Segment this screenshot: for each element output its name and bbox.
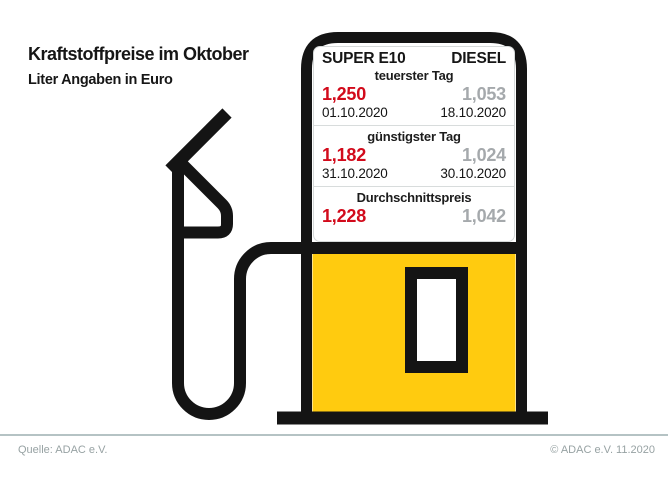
super-e10-date: 01.10.2020: [322, 105, 388, 120]
section-label: teuerster Tag: [374, 68, 454, 83]
date-row: 01.10.2020 18.10.2020: [322, 105, 506, 121]
pump-outline: [301, 32, 527, 418]
page-title: Kraftstoffpreise im Oktober: [28, 44, 249, 64]
display-section-divider: [314, 186, 514, 187]
super-e10-price: 1,250: [322, 84, 367, 104]
diesel-date: 18.10.2020: [440, 105, 506, 120]
pump-window: [405, 267, 468, 373]
copyright-credit: © ADAC e.V. 11.2020: [550, 444, 655, 456]
diesel-date: 30.10.2020: [440, 166, 506, 181]
display-section-divider: [314, 125, 514, 126]
pump-hose: [172, 161, 521, 420]
price-row: 1,228 1,042: [322, 206, 506, 226]
pump-base: [277, 411, 548, 425]
display-column-headers: SUPER E10 DIESEL: [322, 50, 506, 68]
display-section-cheapest-day: günstigster Tag 1,182 1,024 31.10.2020 3…: [322, 129, 506, 182]
super-e10-price: 1,228: [322, 206, 367, 226]
footer-divider: [0, 434, 668, 436]
pump-display-panel: SUPER E10 DIESEL teuerster Tag 1,250 1,0…: [313, 46, 515, 242]
section-label: günstigster Tag: [367, 129, 461, 144]
price-row: 1,182 1,024: [322, 145, 506, 165]
price-row: 1,250 1,053: [322, 84, 506, 104]
source-credit: Quelle: ADAC e.V.: [18, 444, 108, 456]
pump-nozzle-handle-icon: [172, 157, 233, 239]
diesel-price: 1,042: [461, 206, 506, 226]
diesel-price: 1,024: [461, 145, 506, 165]
diesel-price: 1,053: [461, 84, 506, 104]
date-row: 31.10.2020 30.10.2020: [322, 166, 506, 182]
pump-nozzle-spout-icon: [165, 108, 232, 175]
display-section-most-expensive-day: teuerster Tag 1,250 1,053 01.10.2020 18.…: [322, 68, 506, 121]
page-subtitle: Liter Angaben in Euro: [28, 72, 173, 88]
column-header-super-e10: SUPER E10: [322, 50, 406, 67]
display-section-average-price: Durchschnittspreis 1,228 1,042: [322, 190, 506, 226]
super-e10-price: 1,182: [322, 145, 367, 165]
column-header-diesel: DIESEL: [451, 50, 506, 67]
section-label: Durchschnittspreis: [356, 190, 472, 205]
super-e10-date: 31.10.2020: [322, 166, 388, 181]
